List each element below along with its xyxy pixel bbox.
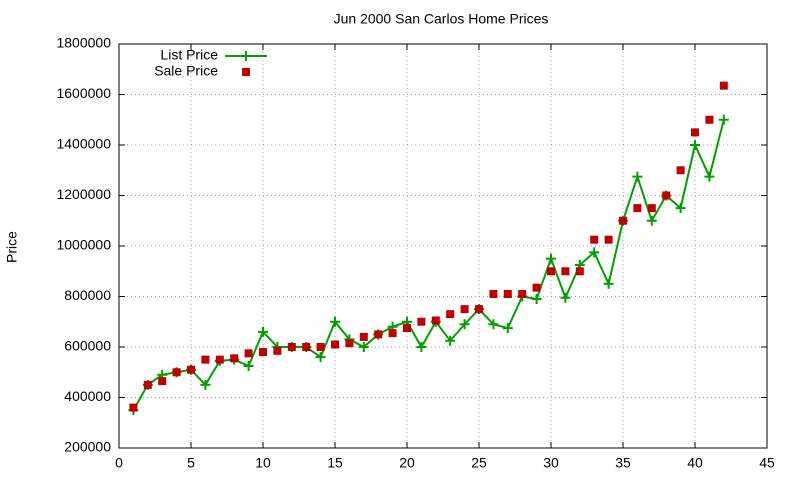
y-tick-label: 800000 [64,287,111,303]
point [603,278,614,289]
point [287,343,296,351]
point [646,215,657,226]
point [518,289,527,298]
y-tick-label: 1600000 [56,85,111,101]
point [316,343,325,351]
point [374,330,383,339]
x-tick-label: 40 [687,455,703,471]
point [187,365,195,374]
point [489,289,498,298]
point [675,203,686,214]
point [690,140,700,150]
x-tick-label: 10 [255,455,271,471]
point [445,335,456,346]
point [403,324,411,333]
point [531,294,542,305]
point [243,360,254,371]
point [676,166,685,175]
point [273,346,282,355]
y-axis-label: Price [4,231,20,263]
x-tick-label: 5 [187,455,195,471]
point [143,380,152,389]
point [416,342,427,352]
point [589,247,600,258]
point [575,267,584,276]
point [302,343,311,351]
series-line [132,119,725,411]
y-tick-label: 1400000 [56,136,111,152]
point [718,114,729,125]
point [259,348,267,357]
plot-frame [118,43,768,449]
point [158,377,167,386]
point [244,349,253,358]
point [459,319,470,330]
point [561,267,570,276]
x-tick-label: 15 [327,455,343,471]
legend-marker [241,51,251,61]
point [417,317,426,326]
point [315,352,326,363]
point [705,115,714,124]
point [330,316,340,327]
legend-label: Sale Price [154,63,218,79]
chart-title: Jun 2000 San Carlos Home Prices [334,11,549,27]
point [345,339,354,348]
point [200,379,211,390]
y-tick-label: 600000 [64,338,111,354]
point [258,326,268,337]
point [446,310,455,319]
x-tick-label: 25 [471,455,487,471]
point [532,283,541,292]
point [704,171,715,182]
point [502,323,513,334]
point [632,171,643,182]
y-tick-label: 1800000 [56,35,111,51]
point [691,128,699,137]
point [331,340,339,349]
y-tick-label: 1000000 [56,237,111,253]
point [230,354,239,363]
point [662,191,671,200]
legend-label: List Price [160,47,218,63]
point [560,292,571,303]
x-tick-label: 30 [543,455,559,471]
x-tick-label: 0 [115,455,123,471]
point [590,235,599,244]
x-tick-label: 45 [759,455,775,471]
point [431,316,440,325]
y-tick-label: 1200000 [56,186,111,202]
point [358,342,369,352]
point [604,235,613,244]
y-tick-label: 200000 [64,439,111,455]
point [547,267,555,276]
point [719,81,728,90]
point [475,305,483,314]
point [359,332,368,341]
point [460,305,469,314]
point [633,204,642,213]
point [619,216,627,225]
point [503,289,512,298]
point [488,319,499,330]
x-tick-label: 35 [615,455,631,471]
legend-marker [242,68,250,76]
point [388,329,397,338]
y-tick-label: 400000 [64,388,111,404]
point [129,403,138,412]
point [215,355,224,364]
point [172,368,181,377]
point [647,204,656,213]
x-tick-label: 20 [399,455,415,471]
point [201,355,210,364]
point [546,253,556,264]
